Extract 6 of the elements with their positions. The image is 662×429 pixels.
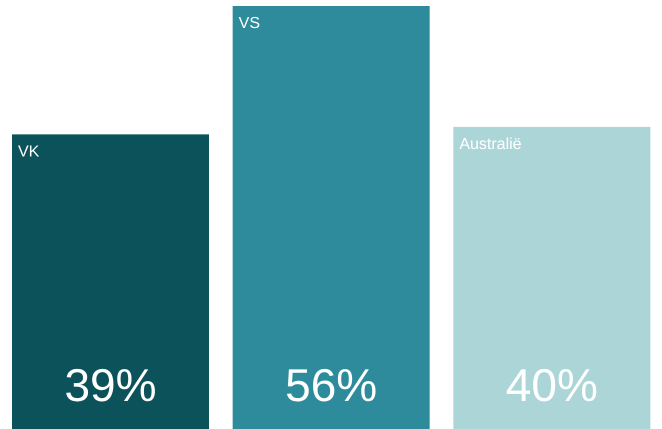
data-label: 40% — [506, 359, 598, 411]
x-tick-label: Australië — [459, 136, 522, 153]
data-label: 39% — [64, 359, 157, 411]
x-tick-label: VK — [18, 143, 40, 160]
x-tick-label: VS — [238, 15, 260, 32]
data-label: 56% — [285, 359, 378, 411]
